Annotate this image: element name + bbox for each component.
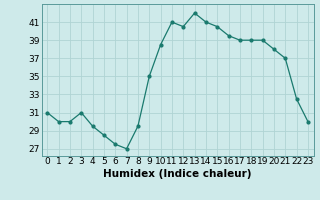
X-axis label: Humidex (Indice chaleur): Humidex (Indice chaleur) — [103, 169, 252, 179]
